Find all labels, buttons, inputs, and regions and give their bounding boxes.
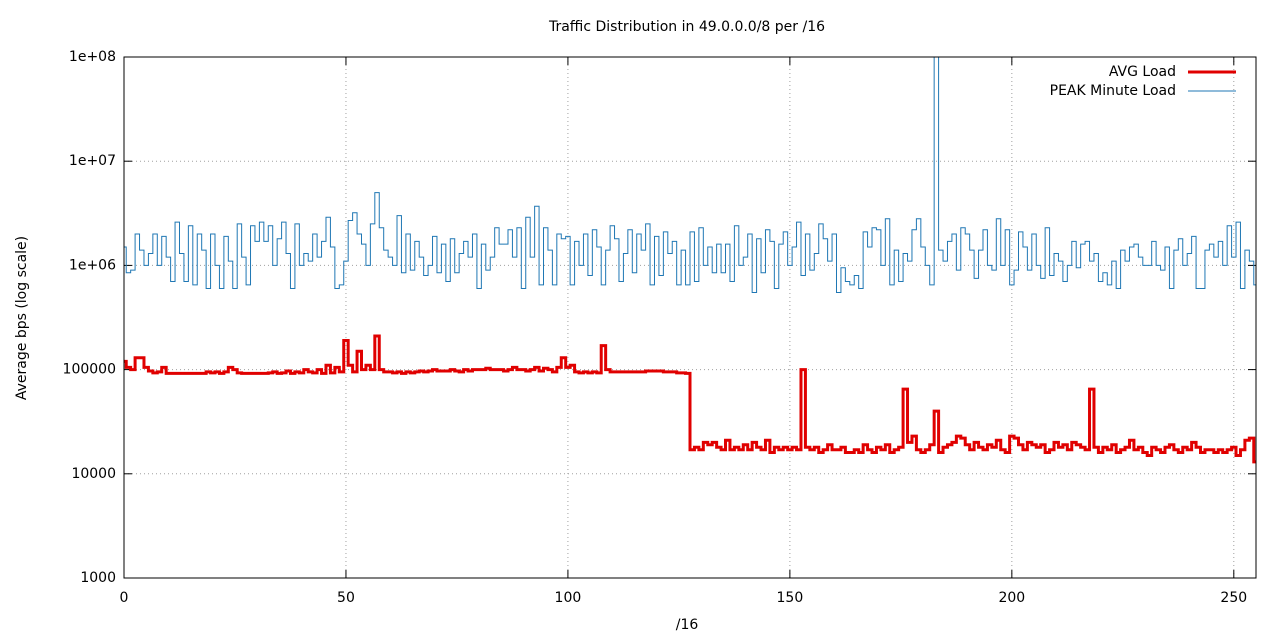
y-tick-label: 1e+07 xyxy=(69,153,116,169)
plot-area xyxy=(124,57,1256,464)
data-line xyxy=(124,57,1256,293)
data-line xyxy=(124,334,1256,464)
y-tick-label: 1000 xyxy=(80,570,116,586)
chart-title: Traffic Distribution in 49.0.0.0/8 per /… xyxy=(548,19,825,35)
grid xyxy=(123,56,1256,579)
x-axis-label: /16 xyxy=(676,617,699,633)
y-tick-label: 100000 xyxy=(63,362,116,378)
y-tick-label: 1e+08 xyxy=(69,49,116,65)
y-tick-label: 1e+06 xyxy=(69,257,116,273)
x-tick-label: 0 xyxy=(120,590,129,606)
legend-label: AVG Load xyxy=(1109,64,1176,80)
x-tick-label: 150 xyxy=(777,590,804,606)
x-tick-label: 50 xyxy=(337,590,355,606)
x-tick-label: 200 xyxy=(998,590,1025,606)
legend-label: PEAK Minute Load xyxy=(1050,83,1176,99)
y-tick-label: 10000 xyxy=(71,466,116,482)
legend: AVG Load PEAK Minute Load xyxy=(1050,64,1236,99)
y-axis-label: Average bps (log scale) xyxy=(14,236,30,400)
x-tick-label: 250 xyxy=(1220,590,1247,606)
x-tick-label: 100 xyxy=(555,590,582,606)
plot-border xyxy=(123,56,1257,579)
